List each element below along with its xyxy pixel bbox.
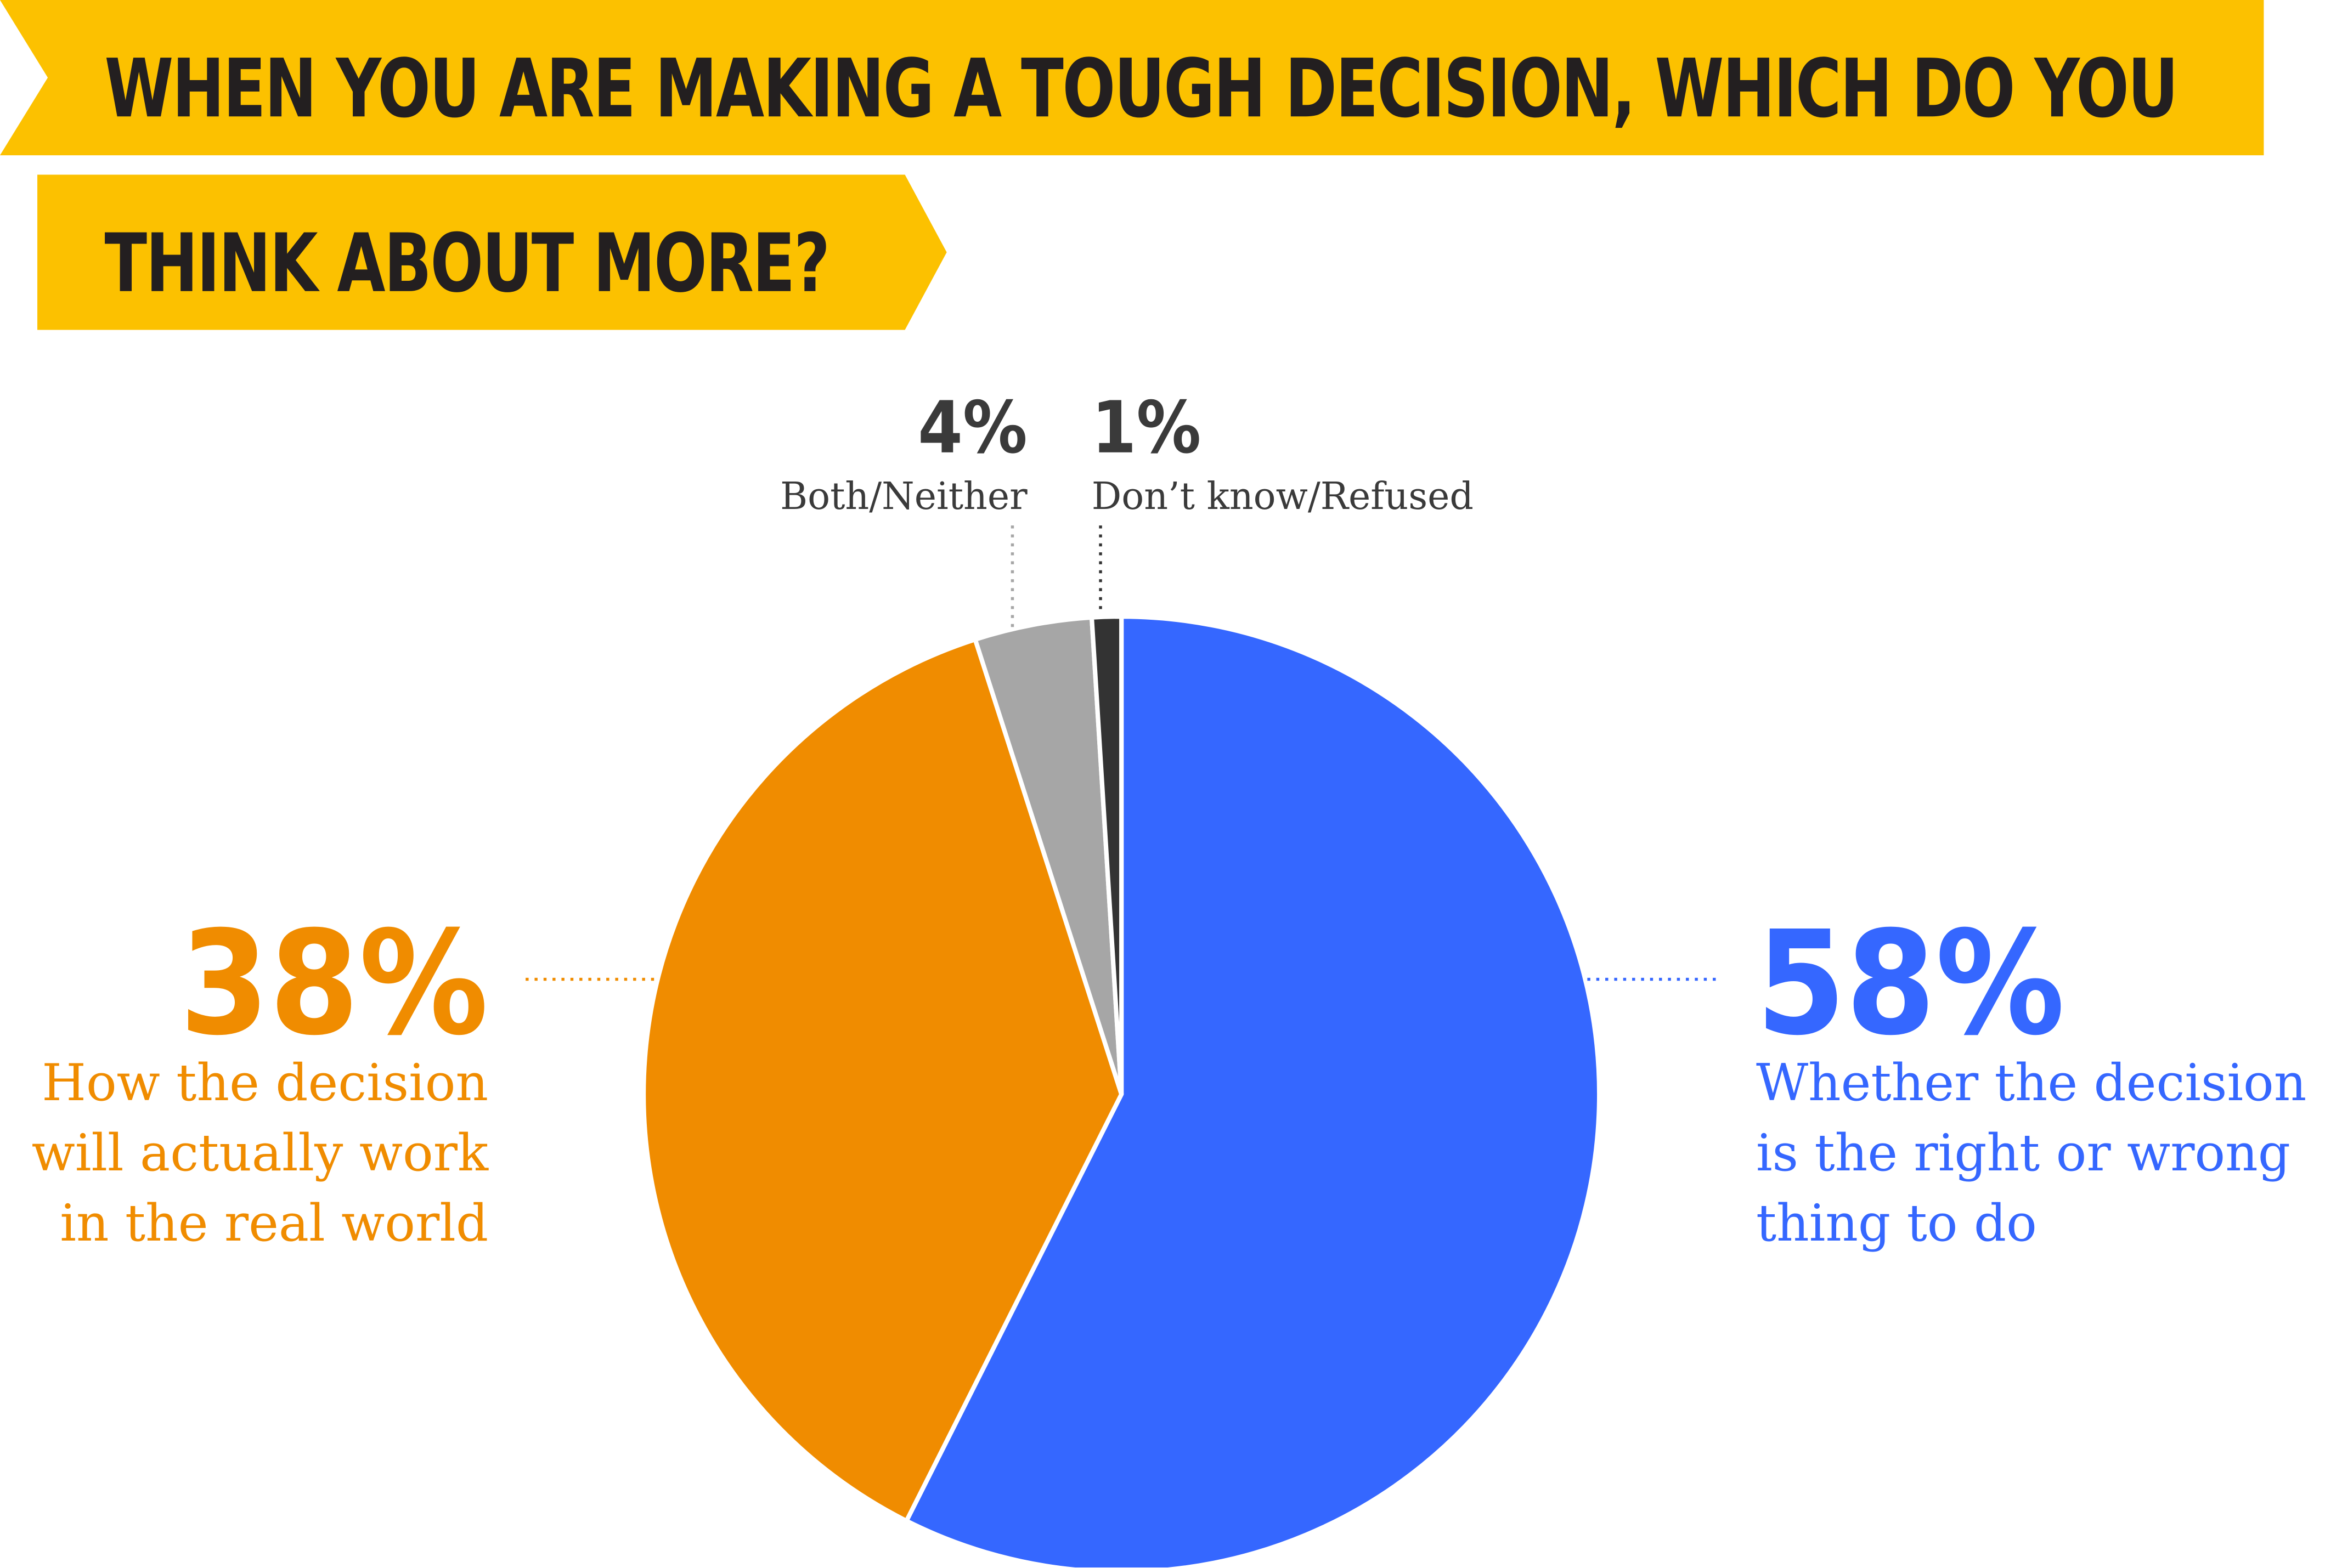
pie-slice-right-wrong bbox=[904, 614, 1602, 1567]
title-banner-1 bbox=[0, 0, 2264, 156]
title-banner-2 bbox=[37, 174, 947, 330]
slice-label-real-world-line-1: How the decision bbox=[42, 1053, 488, 1112]
slice-label-pct-both-neither: 4% bbox=[918, 386, 1028, 469]
slice-label-pct-dont-know: 1% bbox=[1092, 386, 1201, 469]
title-line-2: THINK ABOUT MORE? bbox=[105, 217, 829, 310]
pie-slice-both-neither bbox=[973, 615, 1124, 1097]
title-line-1: WHEN YOU ARE MAKING A TOUGH DECISION, WH… bbox=[105, 42, 2177, 135]
slice-label-pct-right-wrong: 58% bbox=[1756, 900, 2065, 1067]
slice-label-right-wrong-line-3: thing to do bbox=[1756, 1193, 2037, 1253]
slice-label-dont-know: Don’t know/Refused bbox=[1092, 475, 1474, 518]
slice-label-right-wrong-line-2: is the right or wrong bbox=[1756, 1123, 2290, 1182]
slice-label-pct-real-world: 38% bbox=[179, 900, 488, 1067]
slice-label-both-neither: Both/Neither bbox=[780, 475, 1028, 518]
pie-slice-real-world bbox=[641, 637, 1124, 1524]
pie-slice-dont-know bbox=[1089, 614, 1124, 1097]
slice-label-real-world-line-2: will actually work bbox=[32, 1123, 489, 1182]
slice-label-right-wrong-line-1: Whether the decision bbox=[1756, 1053, 2306, 1112]
pie-slices bbox=[641, 614, 1602, 1567]
slice-label-real-world-line-3: in the real world bbox=[60, 1193, 488, 1253]
